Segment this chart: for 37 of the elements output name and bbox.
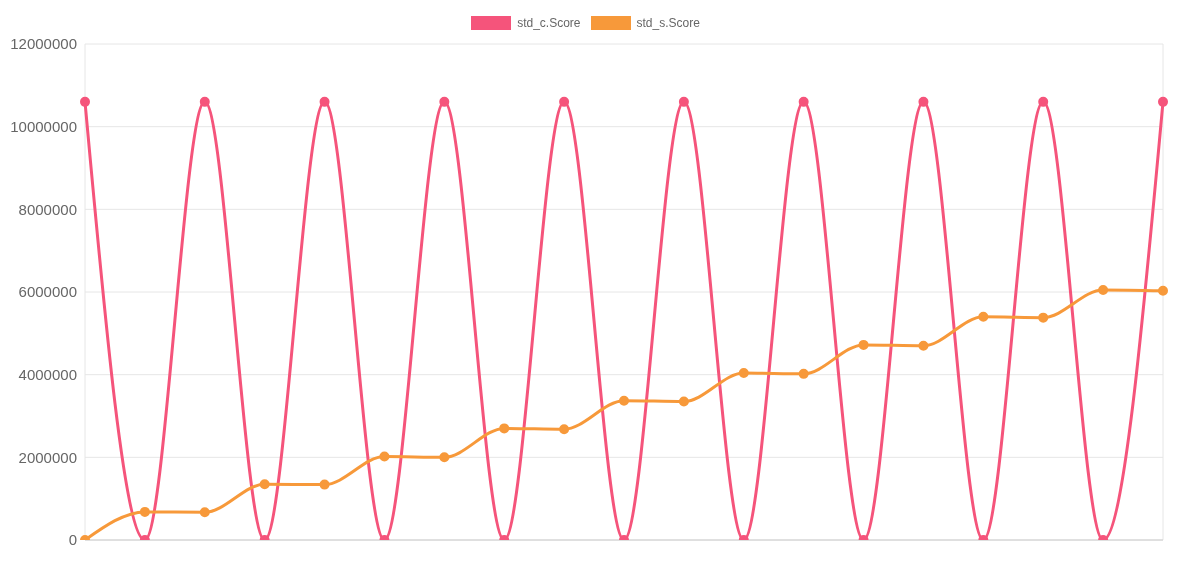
y-tick-label: 2000000 xyxy=(18,448,77,466)
point xyxy=(319,479,330,490)
point xyxy=(199,96,210,107)
point xyxy=(559,424,570,435)
point xyxy=(1158,96,1168,107)
legend-label: std_s.Score xyxy=(636,16,700,30)
y-tick-label: 10000000 xyxy=(10,117,77,135)
point xyxy=(259,479,270,490)
y-tick-label: 12000000 xyxy=(10,35,77,53)
point xyxy=(1158,285,1168,296)
point xyxy=(439,96,450,107)
point xyxy=(798,96,809,107)
point xyxy=(199,507,210,518)
point xyxy=(858,339,869,350)
point xyxy=(379,451,390,462)
point xyxy=(559,96,570,107)
point xyxy=(1038,96,1049,107)
point xyxy=(798,368,809,379)
point xyxy=(678,396,689,407)
point xyxy=(80,96,90,107)
y-tick-label: 6000000 xyxy=(18,283,77,301)
y-tick-label: 8000000 xyxy=(18,200,77,218)
point xyxy=(499,423,510,434)
point xyxy=(918,340,929,351)
y-tick-label: 4000000 xyxy=(18,365,77,383)
point xyxy=(439,452,450,463)
point xyxy=(978,311,989,322)
point xyxy=(918,96,929,107)
point xyxy=(1098,284,1109,295)
point xyxy=(1038,312,1049,323)
point xyxy=(139,506,150,517)
point xyxy=(678,96,689,107)
y-tick-label: 0 xyxy=(68,531,77,549)
point xyxy=(738,368,749,379)
point xyxy=(319,96,330,107)
legend-label: std_c.Score xyxy=(517,16,581,30)
point xyxy=(619,395,629,406)
